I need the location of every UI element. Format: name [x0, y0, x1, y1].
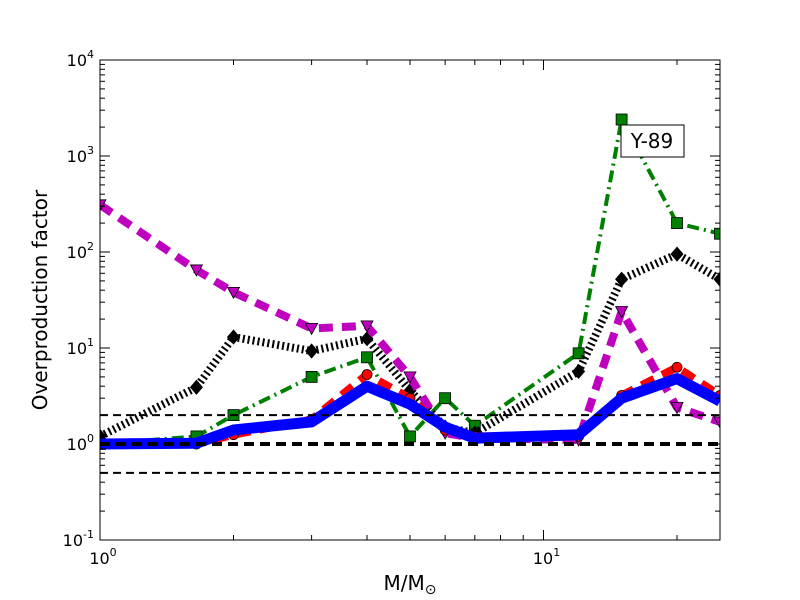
annotation-frame	[620, 124, 685, 158]
data-point	[671, 217, 683, 230]
data-point	[439, 392, 452, 405]
data-point	[670, 402, 684, 415]
tick-label: 10-1	[63, 528, 94, 550]
data-point	[189, 264, 204, 277]
data-point	[713, 416, 720, 429]
data-point	[572, 347, 585, 360]
y-axis-label: Overproduction factor	[28, 189, 52, 410]
data-point	[361, 369, 373, 380]
x-axis-label-sub: ⊙	[425, 582, 437, 598]
data-point	[713, 271, 720, 287]
data-point	[572, 363, 586, 380]
data-point	[404, 430, 416, 443]
annotation-box: Y-89	[620, 124, 685, 158]
tick-label: 101	[533, 546, 560, 568]
data-point	[226, 329, 241, 345]
x-axis-label-main: M/M	[384, 571, 425, 595]
data-point	[403, 371, 417, 384]
data-point	[615, 271, 629, 287]
data-point	[361, 351, 373, 364]
data-point	[304, 323, 319, 336]
data-point	[100, 199, 107, 212]
series-layer	[100, 113, 720, 450]
series	[100, 199, 720, 447]
annotation-label: Y-89	[630, 129, 674, 153]
tick-label: 104	[67, 48, 94, 70]
data-point	[615, 113, 628, 126]
data-point	[671, 361, 683, 373]
reference-lines	[100, 414, 720, 474]
series-line	[100, 201, 720, 444]
data-point	[305, 343, 319, 359]
x-axis-label: M/M⊙	[384, 571, 437, 598]
data-point	[614, 306, 629, 319]
data-point	[305, 370, 318, 383]
series-line	[100, 250, 720, 440]
data-point	[714, 227, 720, 240]
data-point	[189, 379, 203, 395]
tick-label: 102	[67, 240, 94, 262]
data-point	[670, 246, 684, 262]
series	[100, 246, 720, 445]
tick-label: 100	[89, 546, 116, 568]
tick-label: 100	[67, 432, 94, 454]
tick-label: 101	[67, 336, 94, 358]
data-point	[226, 286, 241, 300]
data-point	[360, 320, 374, 333]
tick-label: 103	[67, 144, 94, 166]
